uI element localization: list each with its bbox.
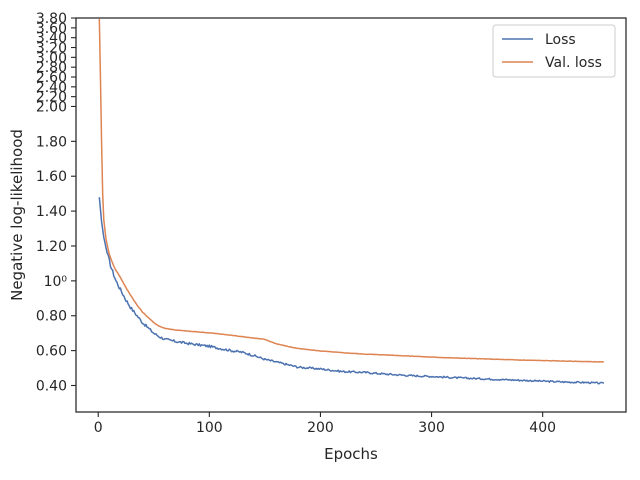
y-axis-label: Negative log-likelihood [8, 129, 26, 301]
x-tick-label: 400 [529, 420, 556, 436]
y-tick-label: 3.60 [36, 21, 67, 37]
series-line-val-loss [98, 18, 604, 363]
y-tick-label: 1.60 [36, 169, 67, 185]
y-tick-label: 3.80 [36, 11, 67, 27]
x-axis-label: Epochs [324, 445, 378, 463]
y-tick-label: 2.80 [36, 60, 67, 76]
y-tick-label: 2.40 [36, 80, 67, 96]
y-tick-label: 10⁰ [44, 274, 68, 290]
y-tick-label: 0.80 [36, 309, 67, 325]
legend: Loss Val. loss [492, 24, 616, 78]
series-line-loss [98, 197, 605, 385]
x-tick-label: 0 [94, 420, 103, 436]
y-tick-label: 2.60 [36, 70, 67, 86]
y-tick-label: 1.40 [36, 204, 67, 220]
y-tick-label: 3.40 [36, 31, 67, 47]
plot-area [76, 18, 626, 412]
axes-frame [75, 17, 627, 413]
axes-layer: 0 100 200 300 400 0.40 0.60 0.80 10⁰ 1.20 1.40 1.60… [36, 11, 627, 436]
series-layer [98, 18, 605, 385]
y-tick-label: 1.80 [36, 134, 67, 150]
y-tick-label: 3.00 [36, 50, 67, 66]
y-tick-label: 2.00 [36, 99, 67, 115]
x-tick-label: 200 [307, 420, 334, 436]
legend-label: Val. loss [545, 55, 602, 71]
y-tick-label: 0.60 [36, 344, 67, 360]
x-tick-label: 100 [196, 420, 223, 436]
legend-box [492, 24, 616, 78]
x-tick-label: 300 [418, 420, 445, 436]
y-tick-label: 2.20 [36, 90, 67, 106]
y-tick-label: 3.20 [36, 41, 67, 57]
y-tick-label: 0.40 [36, 379, 67, 395]
legend-label: Loss [545, 32, 576, 48]
y-tick-label: 1.20 [36, 239, 67, 255]
plot-background [76, 18, 626, 412]
